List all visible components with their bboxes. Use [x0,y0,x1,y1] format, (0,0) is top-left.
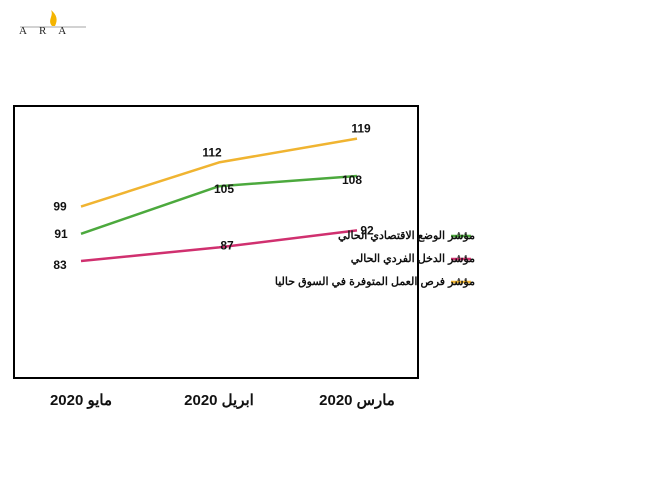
data-label: 99 [53,200,67,214]
x-tick-label: مارس 2020 [319,392,395,409]
ara-logo [14,6,94,42]
data-label: 119 [351,122,371,136]
data-label: 91 [54,227,68,241]
data-label: 108 [342,173,362,187]
legend-label: مؤشر فرص العمل المتوفرة في السوق حاليا [275,276,475,289]
legend-label: مؤشر الوضع الاقتصادي الحالي [338,230,475,243]
series-line-0 [80,174,358,235]
data-label: 112 [202,145,222,159]
data-label: 92 [360,223,374,237]
data-label: 83 [53,258,67,272]
data-label: 87 [220,238,234,252]
series-line-2 [80,137,358,208]
x-tick-label: ابريل 2020 [184,392,254,409]
logo-text: ARA [19,25,79,37]
data-label: 105 [214,182,234,196]
x-tick-label: مايو 2020 [50,392,112,409]
flame-icon [20,10,86,28]
legend-label: مؤشر الدخل الفردي الحالي [351,253,475,266]
plot-frame [13,105,419,379]
series-line-1 [80,229,358,263]
